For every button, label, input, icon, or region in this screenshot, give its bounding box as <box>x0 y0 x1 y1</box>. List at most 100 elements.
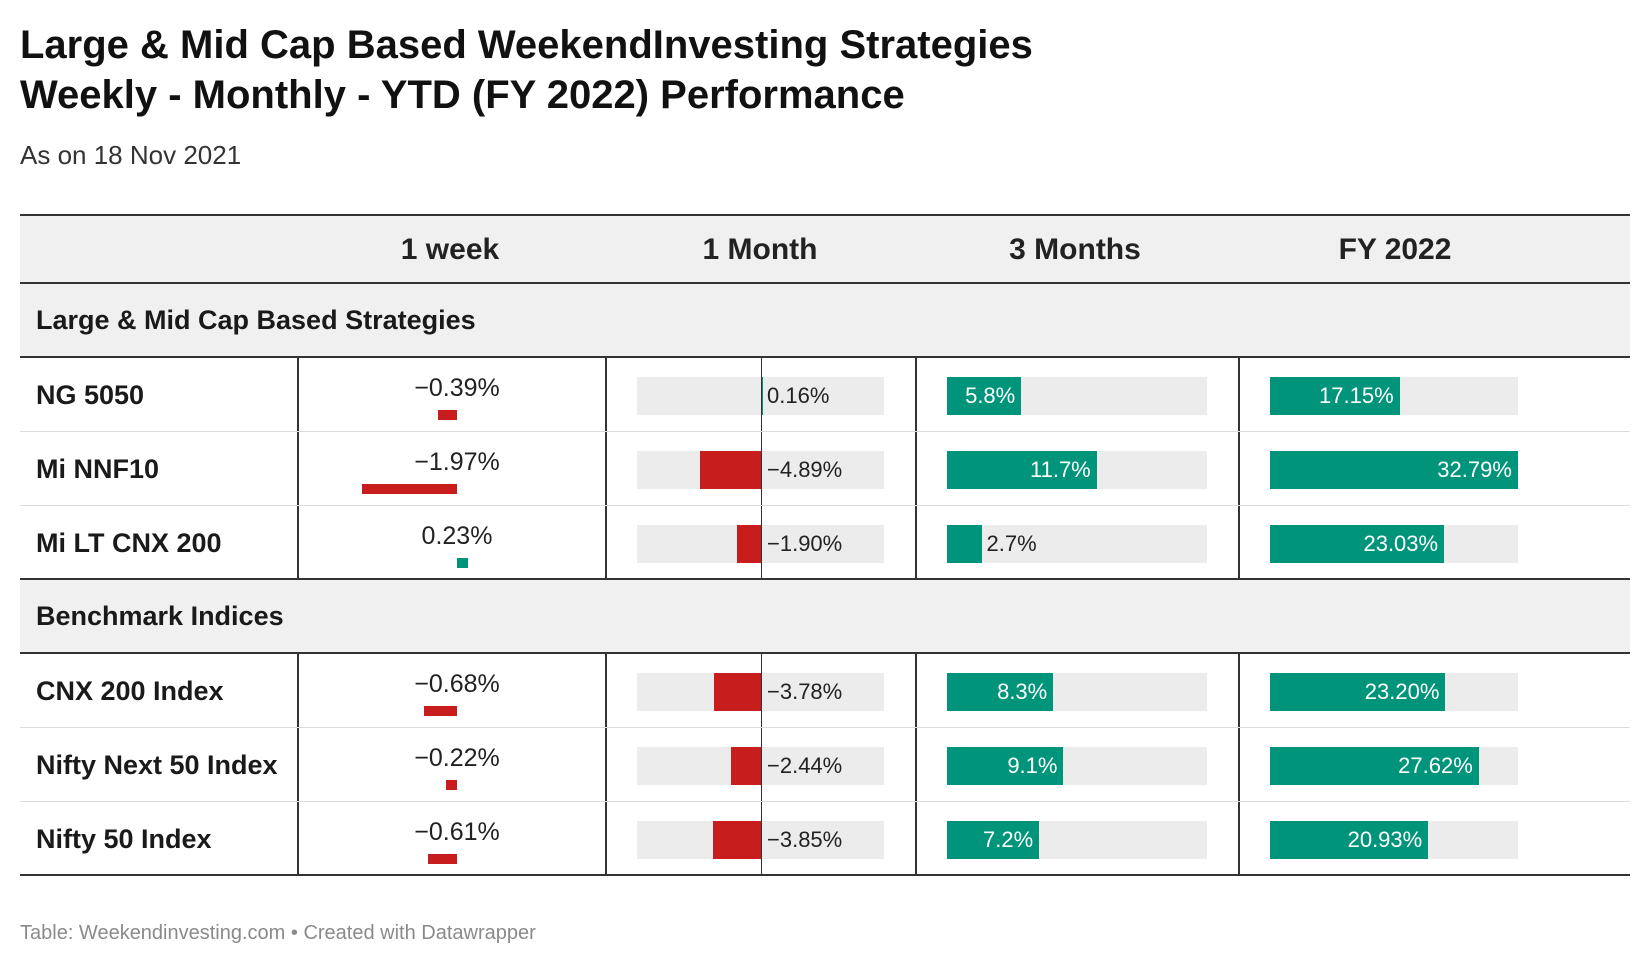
column-separator <box>297 506 299 578</box>
group-label: Benchmark Indices <box>36 601 284 631</box>
fy-value-label: 17.15% <box>1319 383 1394 408</box>
month-zero-axis <box>761 358 762 431</box>
column-separator <box>297 728 299 801</box>
title-line-2: Weekly - Monthly - YTD (FY 2022) Perform… <box>20 73 905 117</box>
three-months-value-label: 2.7% <box>986 531 1037 556</box>
title-line-1: Large & Mid Cap Based WeekendInvesting S… <box>20 23 1033 67</box>
table-row: NG 5050 −0.39% 0.16% 5.8% 17.15% <box>20 358 1630 432</box>
month-bar <box>712 821 761 859</box>
table-row: CNX 200 Index −0.68% −3.78% 8.3% 23.20% <box>20 654 1630 728</box>
month-value-label: −3.78% <box>767 679 843 704</box>
week-bar <box>438 410 457 420</box>
header-fy-2022: FY 2022 <box>1338 233 1452 266</box>
column-separator <box>605 654 607 727</box>
month-value-label: −1.90% <box>767 531 843 556</box>
column-separator <box>1238 358 1240 431</box>
fy-bar <box>1270 673 1446 711</box>
chart-title: Large & Mid Cap Based WeekendInvesting S… <box>20 20 1620 120</box>
table-row: Mi LT CNX 200 0.23% −1.90% 2.7% 23.03% <box>20 506 1630 580</box>
month-bar <box>737 525 761 563</box>
fy-bar <box>1270 821 1429 859</box>
column-separator <box>605 358 607 431</box>
three-months-bar-background <box>947 525 1207 563</box>
chart-subtitle: As on 18 Nov 2021 <box>20 140 242 170</box>
column-separator <box>1238 654 1240 727</box>
row-name: Nifty 50 Index <box>36 824 212 854</box>
week-bar <box>427 854 457 864</box>
header-1-month: 1 Month <box>702 233 818 266</box>
month-bar <box>730 747 761 785</box>
column-separator <box>297 802 299 874</box>
row-name: Mi LT CNX 200 <box>36 528 222 558</box>
table-header: 1 week 1 Month 3 Months FY 2022 <box>20 214 1630 284</box>
row-name: CNX 200 Index <box>36 676 224 706</box>
group-header: Benchmark Indices <box>20 580 1630 654</box>
three-months-value-label: 9.1% <box>1007 753 1058 778</box>
footer-credit: Table: Weekendinvesting.com • Created wi… <box>20 922 536 944</box>
three-months-value-label: 11.7% <box>1030 457 1091 482</box>
performance-table: 1 week 1 Month 3 Months FY 2022 Large & … <box>20 214 1630 876</box>
week-value-label: −1.97% <box>414 448 500 476</box>
month-bar <box>699 451 761 489</box>
row-name: Nifty Next 50 Index <box>36 750 278 780</box>
fy-value-label: 23.03% <box>1363 531 1439 556</box>
column-separator <box>1238 432 1240 505</box>
month-value-label: 0.16% <box>767 383 830 408</box>
three-months-value-label: 8.3% <box>997 679 1048 704</box>
three-months-bar <box>947 451 1097 489</box>
column-separator <box>297 358 299 431</box>
header-3-months: 3 Months <box>1009 233 1141 266</box>
table-row: Nifty 50 Index −0.61% −3.85% 7.2% 20.93% <box>20 802 1630 876</box>
column-separator <box>915 802 917 874</box>
three-months-bar <box>947 525 982 563</box>
week-bar <box>424 706 457 716</box>
table-row: Nifty Next 50 Index −0.22% −2.44% 9.1% 27.62… <box>20 728 1630 802</box>
week-value-label: −0.22% <box>414 744 500 772</box>
month-bar <box>713 673 761 711</box>
table-row: Mi NNF10 −1.97% −4.89% 11.7% 32.79% <box>20 432 1630 506</box>
fy-bar <box>1270 451 1518 489</box>
three-months-bar <box>947 673 1054 711</box>
week-value-label: −0.61% <box>414 818 500 846</box>
three-months-bar <box>947 821 1040 859</box>
week-bar <box>457 558 469 568</box>
month-value-label: −3.85% <box>767 827 843 852</box>
week-bar <box>362 484 457 494</box>
week-value-label: 0.23% <box>421 522 493 550</box>
column-separator <box>605 432 607 505</box>
column-separator <box>1238 728 1240 801</box>
month-zero-axis <box>761 654 762 727</box>
column-separator <box>1238 506 1240 578</box>
column-separator <box>915 654 917 727</box>
week-value-label: −0.68% <box>414 670 500 698</box>
month-bar-background <box>637 377 884 415</box>
row-name: Mi NNF10 <box>36 454 160 484</box>
three-months-value-label: 7.2% <box>983 827 1034 852</box>
group-label: Large & Mid Cap Based Strategies <box>36 305 476 335</box>
month-zero-axis <box>761 728 762 801</box>
three-months-bar <box>947 377 1022 415</box>
month-zero-axis <box>761 432 762 505</box>
fy-value-label: 23.20% <box>1364 679 1440 704</box>
column-separator <box>605 728 607 801</box>
column-separator <box>605 802 607 874</box>
column-separator <box>297 432 299 505</box>
column-separator <box>915 358 917 431</box>
month-bar <box>761 377 763 415</box>
column-separator <box>1238 802 1240 874</box>
three-months-value-label: 5.8% <box>965 383 1016 408</box>
month-zero-axis <box>761 506 762 578</box>
fy-value-label: 32.79% <box>1437 457 1512 482</box>
fy-bar <box>1270 525 1445 563</box>
column-separator <box>915 432 917 505</box>
column-separator <box>297 654 299 727</box>
fy-bar <box>1270 747 1479 785</box>
fy-bar <box>1270 377 1400 415</box>
header-1-week: 1 week <box>400 233 500 266</box>
fy-value-label: 20.93% <box>1347 827 1423 852</box>
three-months-bar <box>947 747 1064 785</box>
group-header: Large & Mid Cap Based Strategies <box>20 284 1630 358</box>
week-value-label: −0.39% <box>414 374 500 402</box>
column-separator <box>915 728 917 801</box>
week-bar <box>446 780 457 790</box>
